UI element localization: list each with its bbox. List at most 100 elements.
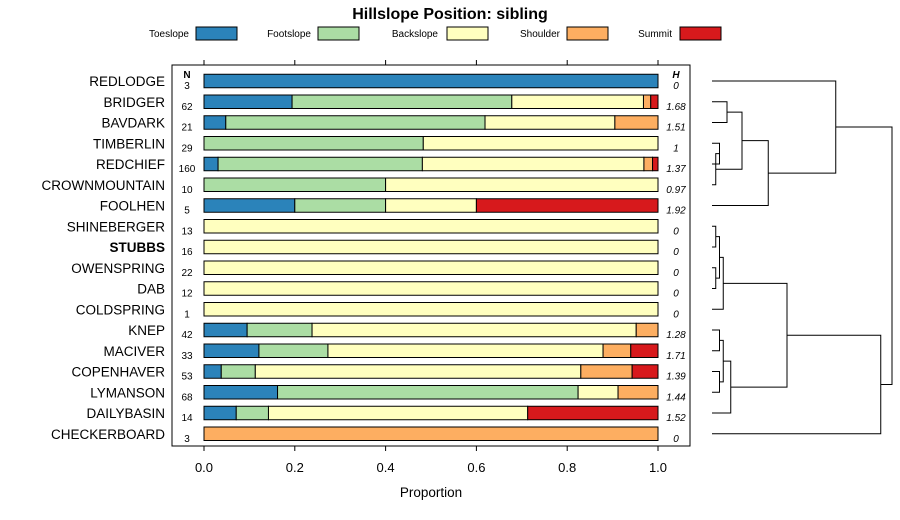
dendrogram-link-12 xyxy=(712,371,720,393)
bar-knep-shoulder xyxy=(635,322,659,338)
bar-maciver-toeslope xyxy=(203,343,260,358)
h-value-shineberger: 0 xyxy=(673,226,679,237)
h-value-checkerboard: 0 xyxy=(673,434,679,445)
n-value-copenhaver: 53 xyxy=(181,372,193,383)
bar-bavdark-footslope xyxy=(225,115,486,130)
row-label-coldspring: COLDSPRING xyxy=(76,302,165,317)
dendrogram-link-5 xyxy=(712,140,769,206)
bar-bavdark-shoulder xyxy=(614,115,659,130)
bar-owenspring-backslope xyxy=(203,260,659,275)
x-tick-label-5: 1.0 xyxy=(649,460,667,475)
row-label-foolhen: FOOLHEN xyxy=(100,199,165,214)
legend-swatch-footslope xyxy=(317,26,360,41)
h-value-dailybasin: 1.52 xyxy=(666,413,686,424)
dendrogram-link-16 xyxy=(712,334,882,435)
bar-foolhen-summit xyxy=(475,198,659,213)
bar-bridger-footslope xyxy=(291,94,513,109)
n-value-dab: 12 xyxy=(181,289,193,300)
legend-label-backslope: Backslope xyxy=(392,29,439,40)
dendrogram-link-15 xyxy=(723,282,788,388)
legend: Toeslope Footslope Backslope Shoulder Summit xyxy=(149,26,722,41)
bar-lymanson-toeslope xyxy=(203,385,279,400)
row-label-checkerboard: CHECKERBOARD xyxy=(51,427,165,442)
n-labels: 3 62 21 29 160 10 5 13 16 22 12 1 42 33 53 68 14 3 xyxy=(179,81,196,445)
dendrogram-link-8 xyxy=(712,267,717,289)
row-label-owenspring: OWENSPRING xyxy=(71,261,165,276)
bar-bridger-toeslope xyxy=(203,94,293,109)
bar-redchief-shoulder xyxy=(643,156,654,172)
bar-bavdark-backslope xyxy=(484,115,616,130)
h-value-stubbs: 0 xyxy=(673,247,679,258)
n-value-maciver: 33 xyxy=(181,351,193,362)
legend-label-shoulder: Shoulder xyxy=(520,29,561,40)
h-value-lymanson: 1.44 xyxy=(666,392,686,403)
bar-dailybasin-summit xyxy=(527,405,659,421)
row-label-bavdark: BAVDARK xyxy=(101,116,165,131)
row-label-lymanson: LYMANSON xyxy=(90,385,165,400)
h-value-bridger: 1.68 xyxy=(666,102,686,113)
bar-knep-backslope xyxy=(311,322,637,338)
n-value-shineberger: 13 xyxy=(181,226,193,237)
row-label-shineberger: SHINEBERGER xyxy=(67,219,166,234)
dendrogram xyxy=(712,80,893,435)
bar-checkerboard-shoulder xyxy=(203,426,659,441)
n-value-dailybasin: 14 xyxy=(181,413,193,424)
bar-redchief-backslope xyxy=(421,156,645,172)
n-value-crownmountain: 10 xyxy=(181,185,193,196)
dendrogram-link-11 xyxy=(712,329,720,352)
h-value-bavdark: 1.51 xyxy=(666,123,685,134)
bar-redchief-summit xyxy=(652,156,659,172)
h-value-redchief: 1.37 xyxy=(666,164,686,175)
bar-dailybasin-backslope xyxy=(267,405,529,421)
bar-redchief-footslope xyxy=(217,156,423,172)
x-axis-title: Proportion xyxy=(400,485,462,500)
legend-label-summit: Summit xyxy=(638,29,672,40)
n-value-stubbs: 16 xyxy=(181,247,193,258)
n-value-coldspring: 1 xyxy=(184,309,190,320)
bar-foolhen-footslope xyxy=(294,198,387,213)
dendrogram-link-13 xyxy=(719,339,724,383)
bar-shineberger-backslope xyxy=(203,219,659,234)
n-value-bridger: 62 xyxy=(181,102,193,113)
chart-title: Hillslope Position: sibling xyxy=(352,6,548,23)
legend-swatch-summit xyxy=(679,26,722,41)
row-label-dailybasin: DAILYBASIN xyxy=(86,406,165,421)
row-label-knep: KNEP xyxy=(128,323,165,338)
bar-knep-toeslope xyxy=(203,322,248,338)
h-value-coldspring: 0 xyxy=(673,309,679,320)
bar-maciver-summit xyxy=(630,343,659,358)
bar-crownmountain-footslope xyxy=(203,177,387,192)
h-value-redlodge: 0 xyxy=(673,81,679,92)
x-tick-label-3: 0.6 xyxy=(467,460,485,475)
row-label-redchief: REDCHIEF xyxy=(96,157,165,172)
h-value-owenspring: 0 xyxy=(673,268,679,279)
dendrogram-link-17 xyxy=(835,126,893,385)
legend-swatch-backslope xyxy=(446,26,489,41)
bar-bridger-summit xyxy=(650,94,659,109)
row-labels: REDLODGE BRIDGER BAVDARK TIMBERLIN REDCHIEF C… xyxy=(42,74,166,442)
bar-dailybasin-toeslope xyxy=(203,405,237,421)
h-value-copenhaver: 1.39 xyxy=(666,372,686,383)
h-value-foolhen: 1.92 xyxy=(666,206,686,217)
bar-stubbs-backslope xyxy=(203,239,659,255)
bar-lymanson-footslope xyxy=(277,385,579,400)
plot-frame xyxy=(171,64,691,447)
h-value-dab: 0 xyxy=(673,289,679,300)
bar-knep-footslope xyxy=(246,322,313,338)
bar-copenhaver-toeslope xyxy=(203,364,222,379)
top-axis-ticks xyxy=(203,60,659,65)
n-value-owenspring: 22 xyxy=(181,268,193,279)
bar-lymanson-backslope xyxy=(577,385,619,400)
bar-timberlin-footslope xyxy=(203,136,424,151)
row-label-crownmountain: CROWNMOUNTAIN xyxy=(42,178,165,193)
x-tick-label-1: 0.2 xyxy=(286,460,304,475)
dendrogram-link-1 xyxy=(712,101,728,123)
x-axis: 0.0 0.2 0.4 0.6 0.8 1.0 xyxy=(195,446,667,475)
bar-maciver-shoulder xyxy=(602,343,632,358)
bar-maciver-backslope xyxy=(327,343,604,358)
bar-copenhaver-backslope xyxy=(254,364,582,379)
dendrogram-link-10 xyxy=(712,256,724,310)
bar-copenhaver-shoulder xyxy=(580,364,633,379)
h-value-crownmountain: 0.97 xyxy=(666,185,686,196)
